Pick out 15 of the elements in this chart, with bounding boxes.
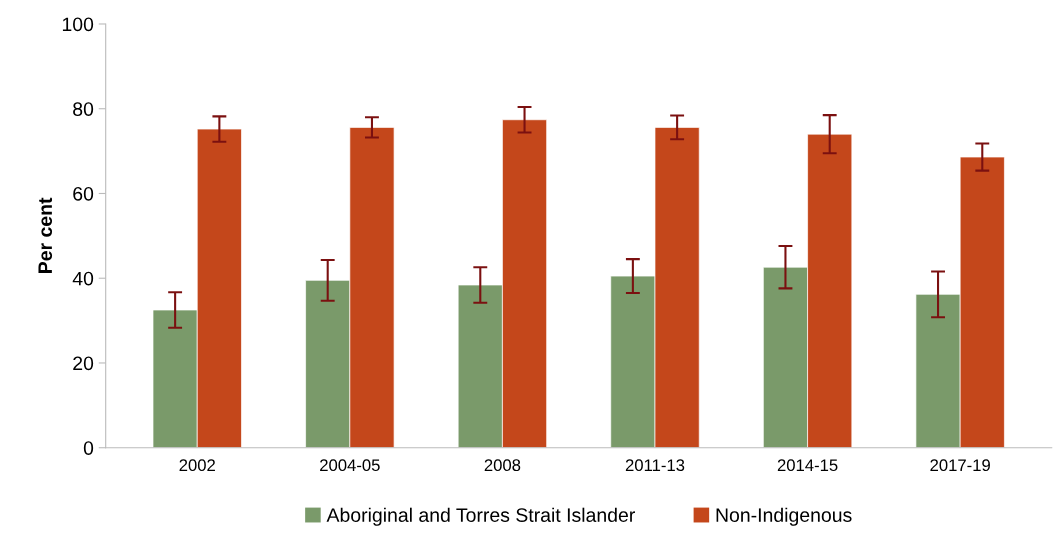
legend-label: Non-Indigenous: [716, 507, 852, 526]
y-axis-title: Per cent: [38, 197, 53, 273]
y-tick-label: 80: [73, 102, 94, 116]
x-tick-label: 2017-19: [930, 459, 990, 472]
x-tick-label: 2002: [179, 459, 215, 472]
y-tick-label: 60: [73, 186, 94, 201]
x-tick-label: 2004-05: [320, 459, 380, 472]
y-tick-label: 40: [72, 271, 94, 286]
x-tick-label: 2011-13: [625, 459, 685, 472]
y-tick-label: 100: [62, 17, 94, 32]
x-tick-label: 2008: [484, 459, 521, 472]
legend-label: Aboriginal and Torres Strait Islander: [326, 507, 635, 526]
y-tick-label: 20: [73, 356, 94, 371]
x-tick-label: 2014-15: [777, 459, 838, 472]
y-tick-label: 0: [83, 441, 94, 455]
